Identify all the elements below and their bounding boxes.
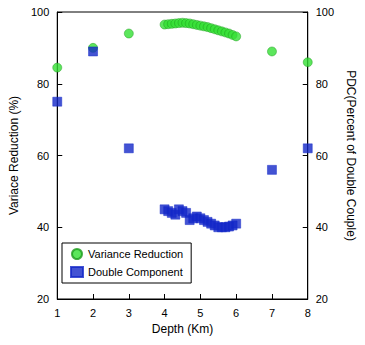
- svg-text:PDC(Percent of Double Couple): PDC(Percent of Double Couple): [344, 70, 358, 241]
- svg-text:60: 60: [37, 150, 49, 162]
- svg-text:Variace Reduction (%): Variace Reduction (%): [7, 96, 21, 215]
- svg-text:100: 100: [31, 6, 49, 18]
- svg-text:2: 2: [90, 307, 96, 319]
- svg-text:8: 8: [305, 307, 311, 319]
- svg-text:Depth (Km): Depth (Km): [152, 322, 213, 336]
- svg-text:100: 100: [316, 6, 334, 18]
- svg-text:4: 4: [162, 307, 168, 319]
- svg-text:40: 40: [316, 221, 328, 233]
- svg-text:5: 5: [197, 307, 203, 319]
- svg-text:Double Component: Double Component: [88, 266, 183, 278]
- svg-text:20: 20: [37, 293, 49, 305]
- svg-text:1: 1: [54, 307, 60, 319]
- svg-text:60: 60: [316, 150, 328, 162]
- svg-text:6: 6: [233, 307, 239, 319]
- svg-text:Variance Reduction: Variance Reduction: [88, 248, 183, 260]
- svg-text:80: 80: [37, 78, 49, 90]
- svg-text:20: 20: [316, 293, 328, 305]
- svg-text:3: 3: [126, 307, 132, 319]
- svg-text:40: 40: [37, 221, 49, 233]
- svg-text:7: 7: [269, 307, 275, 319]
- svg-text:80: 80: [316, 78, 328, 90]
